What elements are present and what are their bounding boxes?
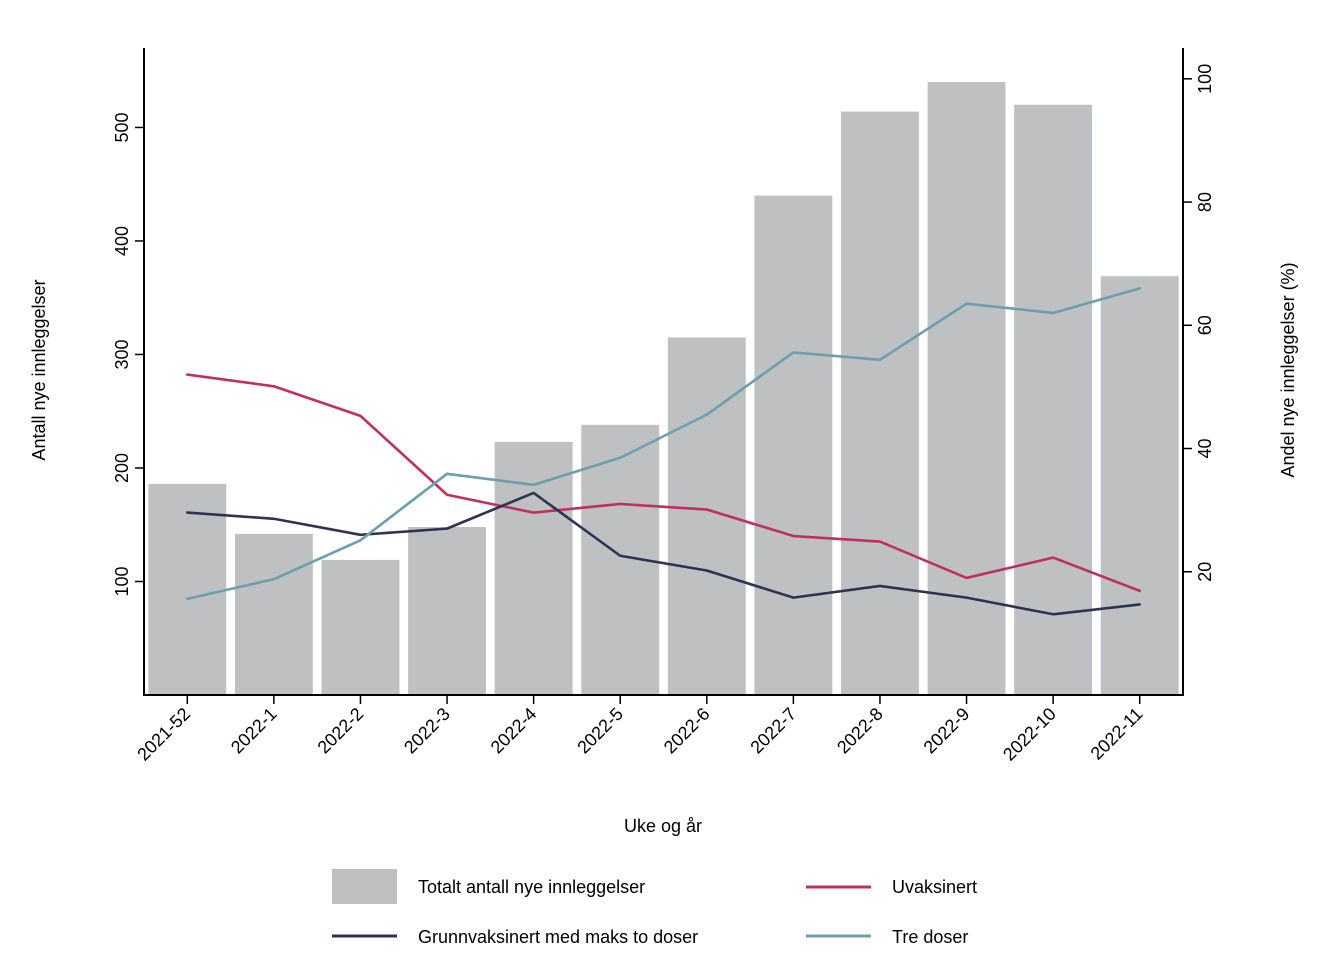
y-tick-label-left-200: 200	[112, 453, 132, 483]
x-tick-label-2022-2: 2022-2	[314, 704, 368, 758]
bar-2022-11	[1100, 276, 1179, 695]
series-line-uvaksinert	[185, 373, 1142, 593]
bar-2022-3	[408, 527, 487, 695]
legend-label-grunnvaksinert: Grunnvaksinert med maks to doser	[418, 927, 698, 947]
bar-2022-2	[321, 559, 400, 695]
legend-swatch-bars	[332, 869, 397, 904]
x-tick-label-2022-7: 2022-7	[746, 704, 800, 758]
bar-2022-8	[840, 111, 919, 695]
bar-2021-52	[148, 483, 227, 695]
y-tick-label-right-40: 40	[1195, 439, 1215, 459]
x-axis-title: Uke og år	[624, 816, 702, 836]
bar-2022-6	[667, 337, 746, 695]
series-line-grunnvaksinert-med-maks-to-doser	[185, 491, 1142, 616]
x-tick-label-2022-11: 2022-11	[1087, 704, 1147, 764]
y-tick-label-right-80: 80	[1195, 192, 1215, 212]
x-tick-label-2022-3: 2022-3	[400, 704, 454, 758]
bar-2022-7	[754, 195, 833, 695]
y-tick-label-left-300: 300	[112, 339, 132, 369]
y-axis-title-left: Antall nye innleggelser	[29, 279, 49, 460]
y-tick-label-left-100: 100	[112, 566, 132, 596]
y-axis-title-right: Andel nye innleggelser (%)	[1278, 262, 1298, 477]
series-line-tre-doser	[185, 287, 1142, 601]
y-tick-label-right-100: 100	[1195, 64, 1215, 94]
x-tick-label-2022-6: 2022-6	[660, 704, 714, 758]
x-tick-label-2022-10: 2022-10	[999, 704, 1060, 765]
y-tick-label-right-20: 20	[1195, 562, 1215, 582]
x-tick-label-2022-5: 2022-5	[573, 704, 627, 758]
y-tick-label-left-400: 400	[112, 226, 132, 256]
bars-layer	[148, 82, 1179, 696]
x-tick-label-2021-52: 2021-52	[133, 704, 194, 765]
legend-label-uvaksinert: Uvaksinert	[892, 877, 977, 897]
legend-label-bars: Totalt antall nye innleggelser	[418, 877, 645, 897]
x-tick-label-2022-8: 2022-8	[833, 704, 887, 758]
y-tick-label-right-60: 60	[1195, 315, 1215, 335]
x-tick-label-2022-4: 2022-4	[487, 704, 541, 758]
x-tick-label-2022-1: 2022-1	[227, 704, 281, 758]
y-tick-label-left-500: 500	[112, 112, 132, 142]
bar-2022-4	[494, 441, 573, 695]
legend-label-tre-doser: Tre doser	[892, 927, 968, 947]
bar-2022-1	[234, 533, 313, 695]
bar-2022-10	[1014, 104, 1093, 695]
lines-layer	[185, 287, 1142, 616]
x-tick-label-2022-9: 2022-9	[920, 704, 974, 758]
legend: Totalt antall nye innleggelser Uvaksiner…	[332, 869, 977, 947]
